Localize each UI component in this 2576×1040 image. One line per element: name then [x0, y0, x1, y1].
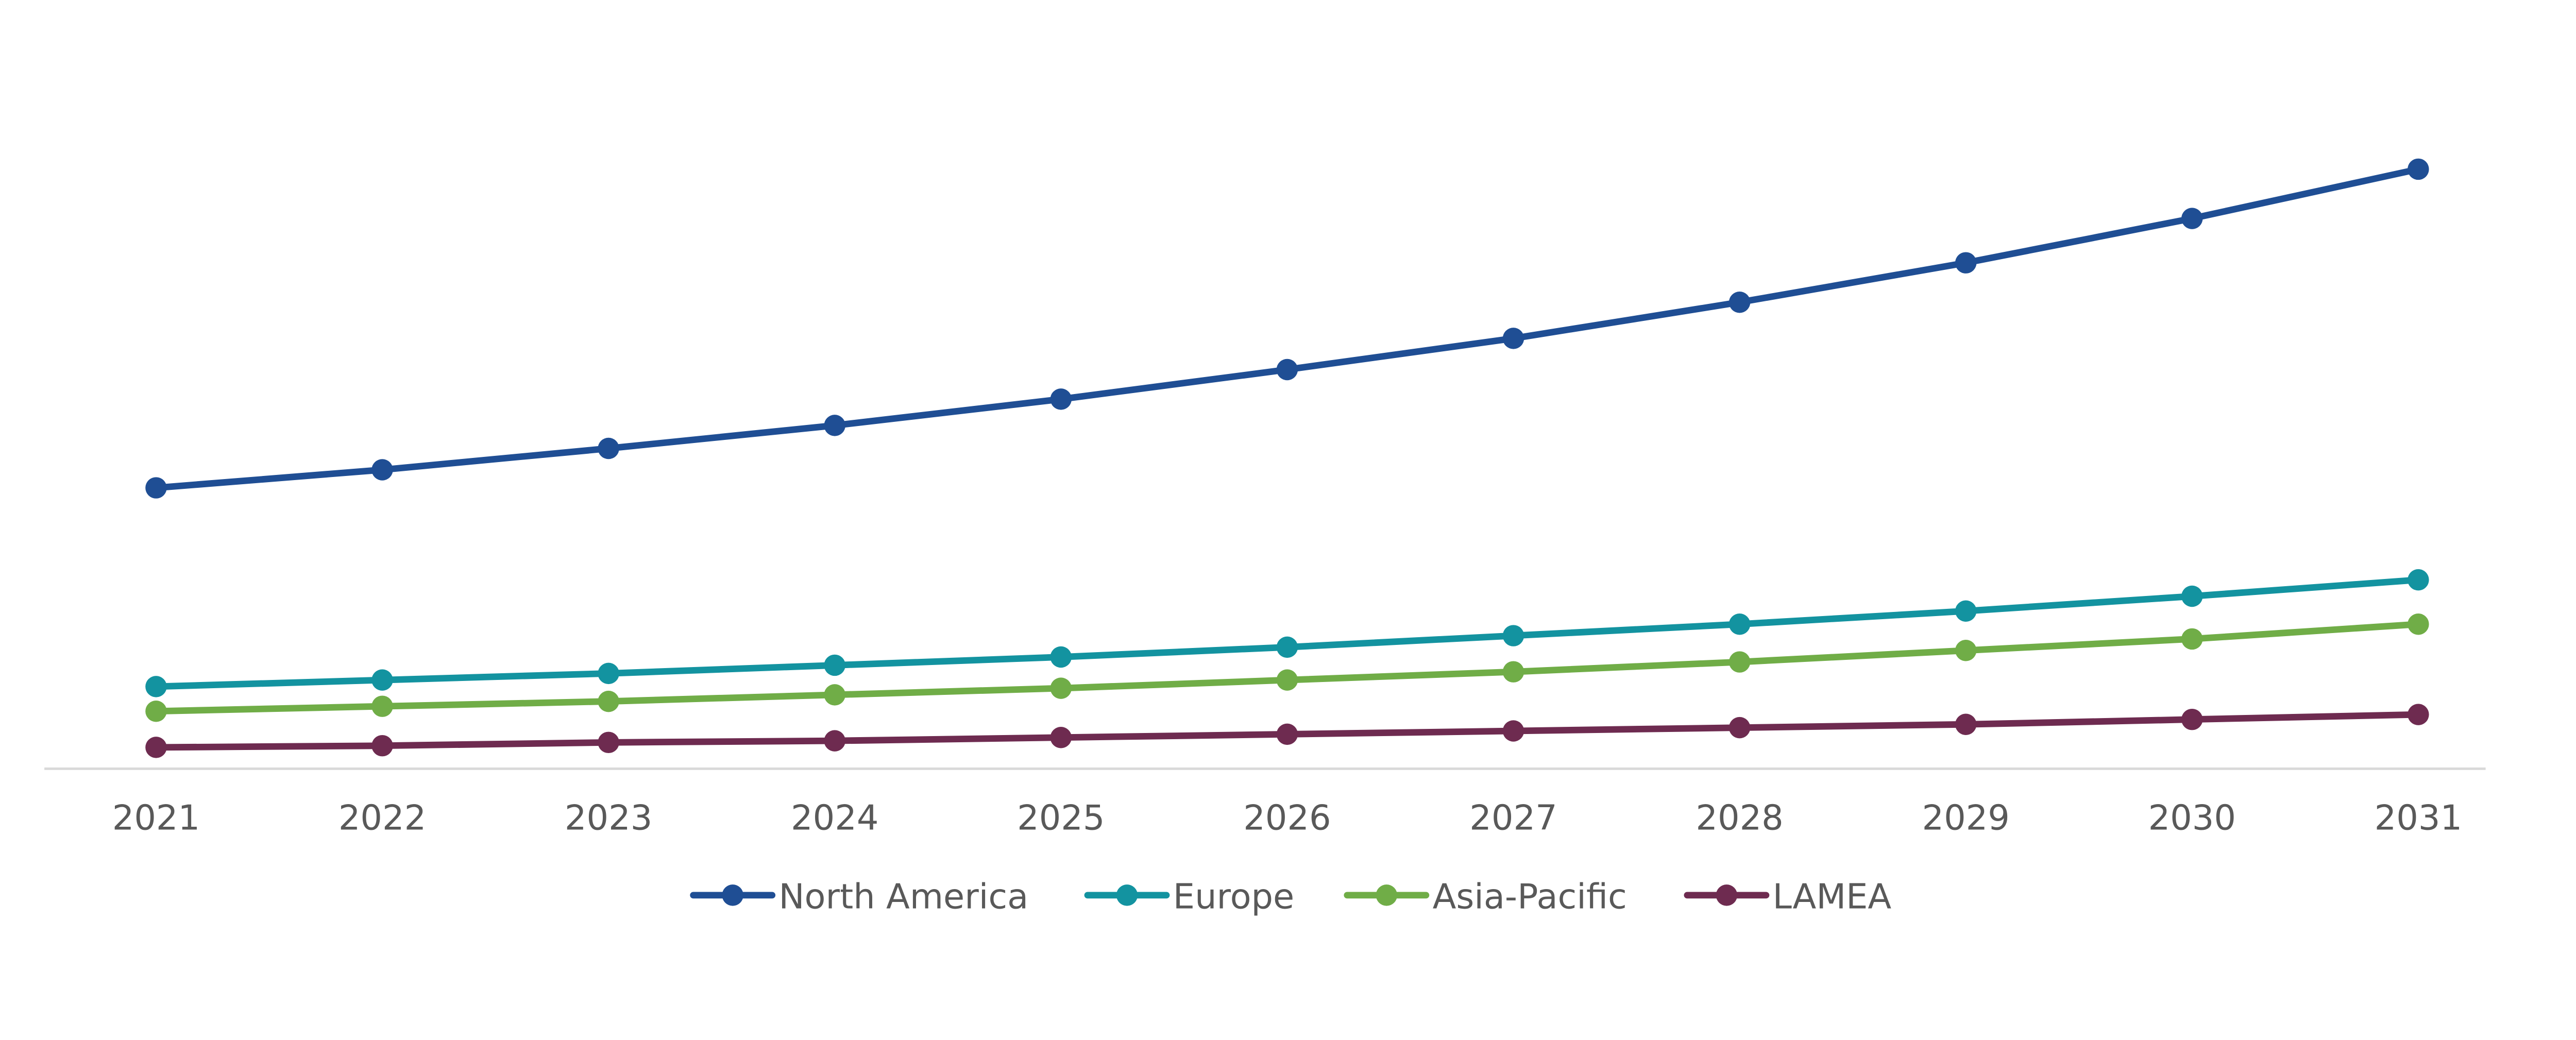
data-point	[1276, 669, 1298, 691]
legend-marker-icon	[1116, 884, 1138, 906]
data-point	[1050, 727, 1072, 748]
legend-item: LAMEA	[1684, 876, 1892, 916]
data-point	[2408, 158, 2429, 180]
data-point	[1728, 613, 1751, 635]
data-point	[1502, 720, 1524, 742]
data-point	[2408, 613, 2429, 635]
legend-marker-icon	[1376, 884, 1398, 906]
data-point	[371, 669, 393, 691]
data-point	[598, 437, 619, 459]
data-point	[824, 730, 845, 752]
data-point	[2408, 704, 2429, 725]
data-point	[1502, 661, 1524, 683]
data-point	[1728, 651, 1751, 673]
x-tick-label: 2021	[112, 797, 200, 838]
data-point	[1276, 359, 1298, 381]
data-point	[1050, 388, 1072, 410]
data-point	[1276, 723, 1298, 745]
x-tick-label: 2027	[1469, 797, 1557, 838]
data-point	[1728, 717, 1751, 739]
data-point	[2181, 585, 2203, 607]
data-point	[1955, 713, 1977, 735]
series-lamea	[145, 704, 2429, 758]
data-point	[145, 701, 167, 722]
x-tick-label: 2028	[1696, 797, 1783, 838]
legend: North America Europe Asia-Pacific LAMEA	[690, 876, 1892, 916]
x-tick-label: 2026	[1243, 797, 1331, 838]
data-point	[1502, 328, 1524, 349]
data-point	[598, 662, 619, 685]
data-point	[371, 735, 393, 757]
legend-marker-icon	[1716, 884, 1738, 906]
data-point	[1955, 640, 1977, 661]
data-point	[1955, 252, 1977, 274]
x-tick-label: 2031	[2375, 797, 2462, 838]
data-point	[2181, 708, 2203, 730]
legend-label: LAMEA	[1773, 876, 1892, 916]
legend-item: North America	[690, 876, 1028, 916]
x-tick-label: 2030	[2148, 797, 2236, 838]
data-point	[2181, 628, 2203, 650]
data-point	[824, 654, 845, 676]
legend-label: Asia-Pacific	[1433, 876, 1627, 916]
line-chart: 2021 2022 2023 2024 2025 2026 2027 2028 2029 2030…	[44, 158, 2486, 916]
data-point	[145, 477, 167, 499]
data-point	[1728, 292, 1751, 313]
data-point	[1502, 625, 1524, 646]
data-point	[1276, 636, 1298, 658]
data-point	[824, 684, 845, 706]
data-point	[1050, 646, 1072, 668]
data-point	[145, 737, 167, 758]
series-line	[156, 166, 2419, 491]
data-point	[371, 695, 393, 717]
data-point	[1050, 677, 1072, 699]
x-tick-label: 2023	[565, 797, 652, 838]
legend-item: Asia-Pacific	[1344, 876, 1627, 916]
series-europe	[145, 569, 2429, 697]
legend-label: North America	[778, 876, 1028, 916]
legend-item: Europe	[1084, 876, 1294, 916]
legend-label: Europe	[1173, 876, 1294, 916]
data-point	[2181, 208, 2203, 229]
data-point	[371, 459, 393, 481]
x-tick-label: 2029	[1922, 797, 2009, 838]
series-group	[145, 158, 2429, 758]
x-tick-label: 2024	[791, 797, 878, 838]
series-asia-pacific	[145, 613, 2429, 722]
data-point	[2408, 569, 2429, 591]
series-north-america	[145, 158, 2429, 499]
data-point	[598, 731, 619, 754]
x-tick-labels: 2021 2022 2023 2024 2025 2026 2027 2028 2029 2030…	[112, 797, 2462, 838]
data-point	[598, 690, 619, 712]
legend-marker-icon	[722, 884, 743, 906]
x-tick-label: 2025	[1017, 797, 1105, 838]
data-point	[1955, 600, 1977, 622]
data-point	[824, 415, 845, 436]
data-point	[145, 676, 167, 697]
x-tick-label: 2022	[338, 797, 426, 838]
